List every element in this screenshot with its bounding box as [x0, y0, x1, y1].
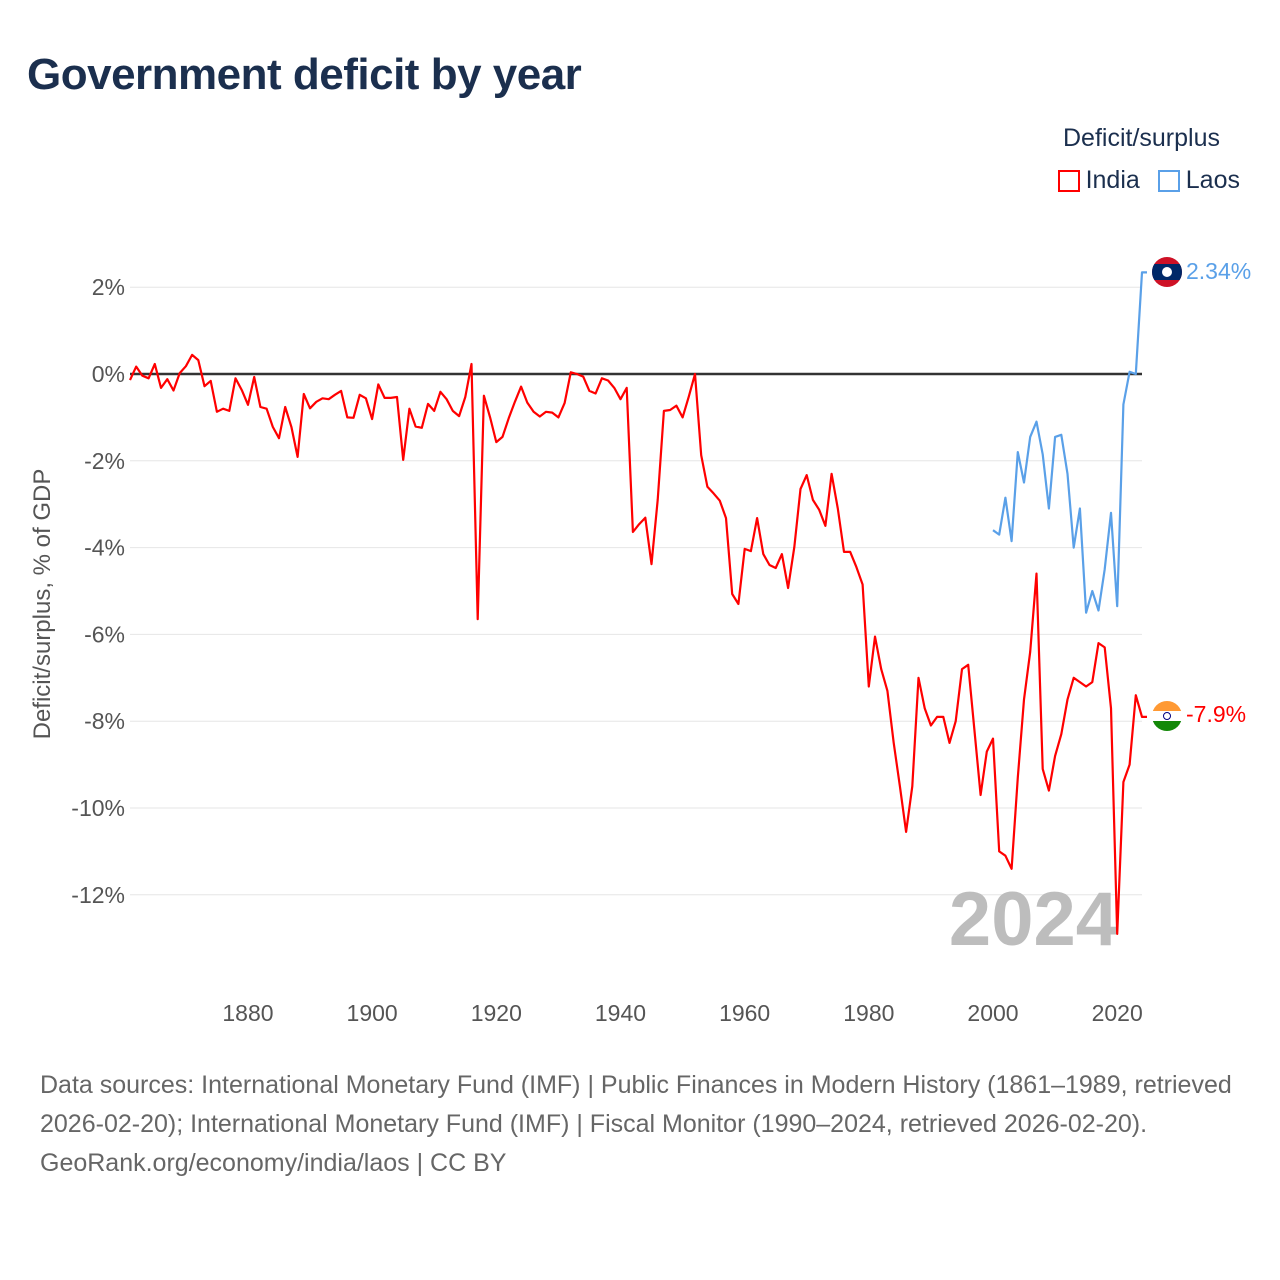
- y-tick-label: 0%: [92, 361, 125, 387]
- footer: Data sources: International Monetary Fun…: [40, 1066, 1240, 1183]
- y-axis-ticks: 2% 0% -2% -4% -6% -8% -10% -12%: [71, 274, 125, 908]
- x-tick-label: 1960: [719, 1000, 770, 1026]
- legend-swatch-laos: [1157, 169, 1180, 192]
- y-tick-label: -12%: [71, 882, 125, 908]
- y-tick-label: 2%: [92, 274, 125, 300]
- legend-label-laos: Laos: [1185, 166, 1240, 194]
- x-tick-label: 2000: [967, 1000, 1018, 1026]
- x-axis-ticks: 1880 1900 1920 1940 1960 1980 2000 2020: [222, 1000, 1142, 1026]
- y-tick-label: -8%: [84, 708, 125, 734]
- x-tick-label: 2020: [1092, 1000, 1143, 1026]
- x-tick-label: 1980: [843, 1000, 894, 1026]
- legend-swatch-india: [1057, 169, 1080, 192]
- data-sources: Data sources: International Monetary Fun…: [40, 1071, 1232, 1138]
- legend-item-india[interactable]: India: [1057, 166, 1140, 195]
- series-line-laos: [992, 271, 1147, 614]
- chart-title: Government deficit by year: [27, 50, 582, 99]
- india-flag-icon: [1152, 701, 1182, 731]
- legend-item-laos[interactable]: Laos: [1157, 166, 1240, 195]
- legend: India Laos: [1057, 166, 1240, 195]
- x-tick-label: 1940: [595, 1000, 646, 1026]
- laos-flag-icon: [1152, 257, 1182, 287]
- x-tick-label: 1880: [222, 1000, 273, 1026]
- series-line-india: [129, 353, 1147, 936]
- series-lines: [129, 271, 1147, 936]
- line-chart: 2% 0% -2% -4% -6% -8% -10% -12% 1880 1900 1920 194…: [29, 257, 1251, 1026]
- year-watermark: 2024: [949, 877, 1118, 962]
- grid: [130, 286, 1142, 896]
- laos-end-label: 2.34%: [1186, 258, 1251, 284]
- x-tick-label: 1920: [471, 1000, 522, 1026]
- y-axis-label: Deficit/surplus, % of GDP: [29, 469, 56, 740]
- y-tick-label: -2%: [84, 448, 125, 474]
- y-tick-label: -10%: [71, 795, 125, 821]
- credit-link[interactable]: GeoRank.org/economy/india/laos | CC BY: [40, 1149, 507, 1177]
- x-tick-label: 1900: [347, 1000, 398, 1026]
- y-tick-label: -6%: [84, 621, 125, 647]
- y-tick-label: -4%: [84, 535, 125, 561]
- legend-label-india: India: [1085, 166, 1140, 194]
- legend-title: Deficit/surplus: [1063, 124, 1220, 152]
- india-end-label: -7.9%: [1186, 701, 1246, 727]
